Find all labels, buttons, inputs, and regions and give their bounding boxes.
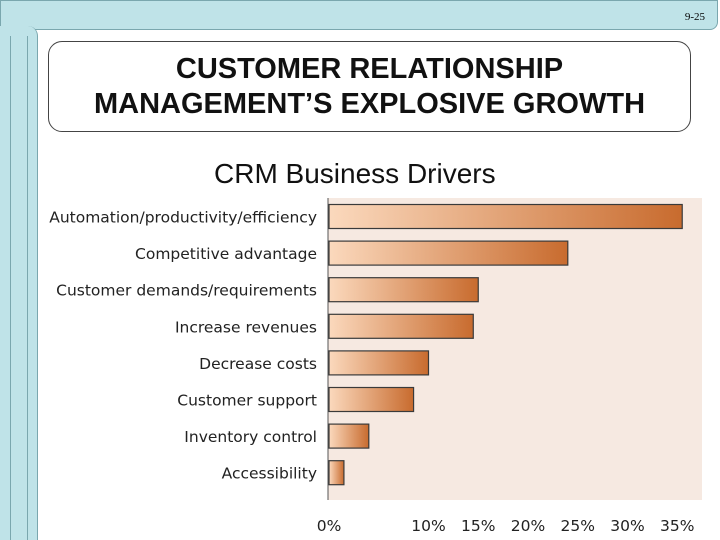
x-tick-label: 30%: [610, 517, 644, 535]
category-label: Increase revenues: [175, 318, 317, 336]
x-tick-label: 10%: [411, 517, 445, 535]
bar: [328, 350, 430, 376]
bar-chart: Automation/productivity/efficiency Compet…: [49, 198, 702, 535]
title-line-2: MANAGEMENT’S EXPLOSIVE GROWTH: [93, 87, 646, 120]
chart-title: CRM Business Drivers: [214, 158, 496, 189]
x-tick-label: 35%: [660, 517, 694, 535]
bar: [328, 460, 345, 486]
category-label: Decrease costs: [199, 355, 317, 373]
bar: [328, 423, 370, 449]
bar: [328, 240, 569, 266]
category-label: Customer support: [177, 392, 317, 410]
left-sidebar: [0, 26, 38, 540]
x-tick-label: 0%: [317, 517, 342, 535]
x-tick-label: 25%: [561, 517, 595, 535]
category-label: Automation/productivity/efficiency: [49, 209, 317, 227]
sidebar-line: [10, 36, 11, 540]
title-line-1: CUSTOMER RELATIONSHIP: [175, 52, 564, 85]
category-label: Accessibility: [222, 465, 317, 483]
category-label: Competitive advantage: [135, 245, 317, 263]
bar: [328, 277, 479, 303]
slide-number: 9-25: [684, 11, 705, 23]
category-label: Inventory control: [184, 428, 317, 446]
category-label: Customer demands/requirements: [56, 282, 317, 300]
sidebar-line: [27, 36, 28, 540]
title-box: CUSTOMER RELATIONSHIP MANAGEMENT’S EXPLO…: [48, 41, 691, 132]
x-tick-label: 15%: [461, 517, 495, 535]
top-bar: 9-25: [0, 0, 718, 30]
bar: [328, 386, 415, 413]
bar: [328, 313, 474, 339]
bar: [328, 203, 683, 230]
x-tick-label: 20%: [511, 517, 545, 535]
